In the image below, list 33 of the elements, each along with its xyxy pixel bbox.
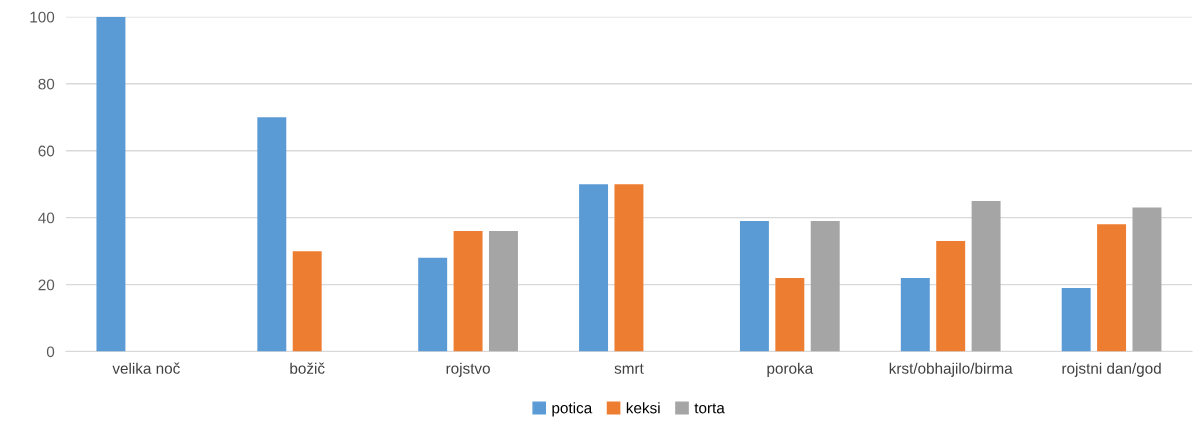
bar <box>936 241 966 352</box>
y-tick-label: 80 <box>38 78 55 90</box>
x-tick-label: smrt <box>614 363 644 374</box>
legend-label: potica <box>552 402 593 417</box>
x-tick-label: velika noč <box>112 362 180 374</box>
x-tick-label: božič <box>290 362 325 374</box>
x-tick-label: poroka <box>767 362 814 377</box>
bar <box>453 231 483 352</box>
y-tick-label: 40 <box>38 212 55 224</box>
bar <box>614 184 644 352</box>
bar <box>488 231 518 352</box>
y-tick-label: 0 <box>46 346 55 358</box>
x-tick-label: rojstni dan/god <box>1062 362 1161 377</box>
bar <box>1061 287 1091 352</box>
bar <box>292 251 322 352</box>
legend-label: torta <box>694 403 725 414</box>
bar <box>1132 207 1162 352</box>
bar <box>900 277 930 352</box>
y-tick-label: 100 <box>30 11 55 23</box>
y-tick-label: 60 <box>38 145 55 157</box>
legend-label: keksi <box>626 402 660 414</box>
bar <box>579 184 609 352</box>
bar <box>810 221 840 352</box>
x-tick-label: krst/obhajilo/birma <box>889 362 1013 377</box>
x-tick-label: rojstvo <box>446 362 490 377</box>
bar <box>418 257 448 352</box>
y-tick-label: 20 <box>38 279 55 291</box>
bar <box>257 117 287 352</box>
bar <box>96 16 126 352</box>
bar <box>775 277 805 352</box>
bar <box>1097 224 1127 352</box>
bar <box>739 221 769 352</box>
bar <box>971 200 1001 352</box>
